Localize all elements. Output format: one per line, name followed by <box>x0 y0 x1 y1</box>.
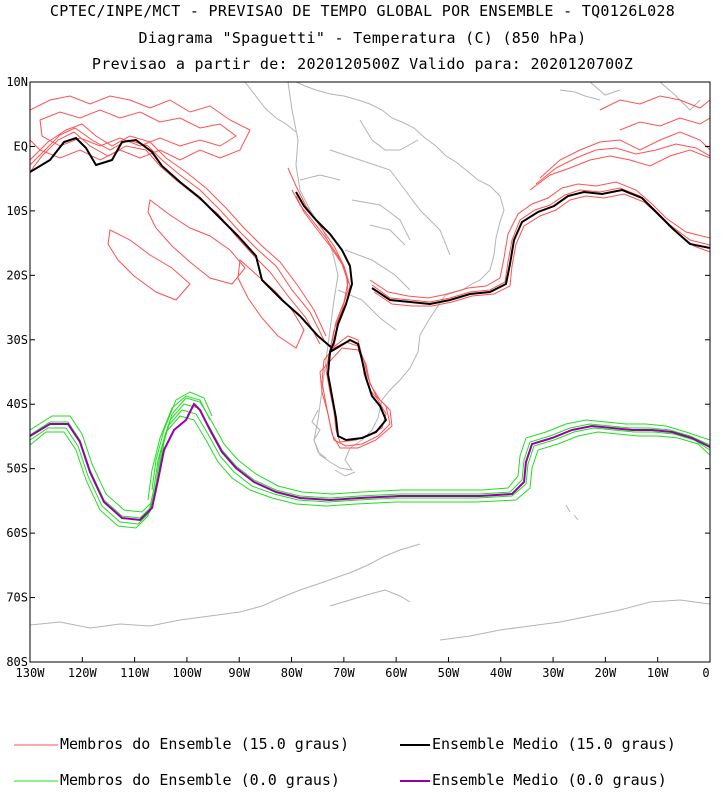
mean-15-contour <box>371 188 710 306</box>
lon-axis: 130W 120W 110W 100W 90W 80W 70W 60W 50W 40W 30W 20W… <box>16 657 711 680</box>
country-borders <box>299 119 451 331</box>
member-15-contour <box>371 187 710 303</box>
member-0-contour <box>30 403 710 519</box>
member-15-contour <box>147 199 246 285</box>
lon-tick-label: 120W <box>68 666 98 680</box>
mean-15-contour <box>30 136 333 349</box>
lon-tick-label: 70W <box>333 666 355 680</box>
member-15-contour <box>107 229 191 301</box>
member-15-contour <box>325 335 387 443</box>
mean-0-contour <box>30 402 710 522</box>
member-15-contour <box>30 131 321 345</box>
member-15-contour <box>291 189 349 351</box>
member-15-contour <box>529 149 710 191</box>
plot-frame <box>29 81 711 663</box>
lat-axis: 10N EQ 10S 20S 30S 40S 50S 60S 70S 80S <box>6 75 710 669</box>
member-15-contour <box>30 95 251 161</box>
member-0-contour <box>30 409 710 525</box>
lon-tick-label: 20W <box>595 666 617 680</box>
lon-tick-label: 0 <box>702 666 709 680</box>
member-15-contour <box>535 143 710 185</box>
member-15-contour <box>369 181 710 299</box>
lon-tick-label: 50W <box>438 666 460 680</box>
lat-tick-label: 30S <box>6 333 28 347</box>
member-15-contour <box>39 109 237 147</box>
south-america-coast <box>287 82 505 471</box>
lat-tick-label: 70S <box>6 591 28 605</box>
legend-label-mean-0: Ensemble Medio (0.0 graus) <box>432 771 667 789</box>
member-15-contour <box>599 95 710 111</box>
member-15-contour <box>30 123 327 337</box>
lon-tick-label: 40W <box>490 666 512 680</box>
patagonia-islands <box>311 409 579 521</box>
mean-15-contour <box>295 191 354 353</box>
lon-tick-label: 130W <box>16 666 46 680</box>
mean-15-contour <box>326 338 388 442</box>
lon-tick-label: 30W <box>542 666 564 680</box>
lat-tick-label: EQ <box>14 139 28 153</box>
lon-tick-label: 100W <box>172 666 202 680</box>
member-0-contour <box>30 397 710 513</box>
members-0-layer <box>30 391 710 529</box>
lon-tick-label: 110W <box>120 666 150 680</box>
lon-tick-label: 60W <box>385 666 407 680</box>
lat-tick-label: 20S <box>6 268 28 282</box>
antarctica-coast <box>30 543 710 641</box>
lon-tick-label: 90W <box>228 666 250 680</box>
legend-label-members-0: Membros do Ensemble (0.0 graus) <box>60 771 340 789</box>
title-line-3: Previsao a partir de: 2020120500Z Valido… <box>91 55 634 73</box>
member-15-contour <box>30 127 325 341</box>
lat-tick-label: 60S <box>6 526 28 540</box>
legend-label-members-15: Membros do Ensemble (15.0 graus) <box>60 735 349 753</box>
lon-tick-label: 80W <box>281 666 303 680</box>
member-15-contour <box>295 195 349 343</box>
lat-tick-label: 10N <box>6 75 28 89</box>
members-15-layer <box>30 95 710 449</box>
lat-tick-label: 80S <box>6 655 28 669</box>
lat-tick-label: 50S <box>6 462 28 476</box>
member-0-contour <box>147 395 211 501</box>
member-15-contour <box>539 131 710 179</box>
lat-tick-label: 40S <box>6 397 28 411</box>
title-line-1: CPTEC/INPE/MCT - PREVISAO DE TEMPO GLOBA… <box>49 2 676 20</box>
coastline-layer <box>30 82 710 641</box>
mean-15-layer <box>30 136 710 442</box>
central-america-coast <box>244 82 701 133</box>
title-line-2: Diagrama "Spaguetti" - Temperatura (C) (… <box>138 29 587 47</box>
lon-tick-label: 10W <box>647 666 669 680</box>
member-0-contour <box>30 415 710 529</box>
lat-tick-label: 10S <box>6 204 28 218</box>
legend-label-mean-15: Ensemble Medio (15.0 graus) <box>432 735 676 753</box>
member-15-contour <box>619 117 710 131</box>
member-0-contour <box>151 391 213 491</box>
mean-0-layer <box>30 402 710 522</box>
